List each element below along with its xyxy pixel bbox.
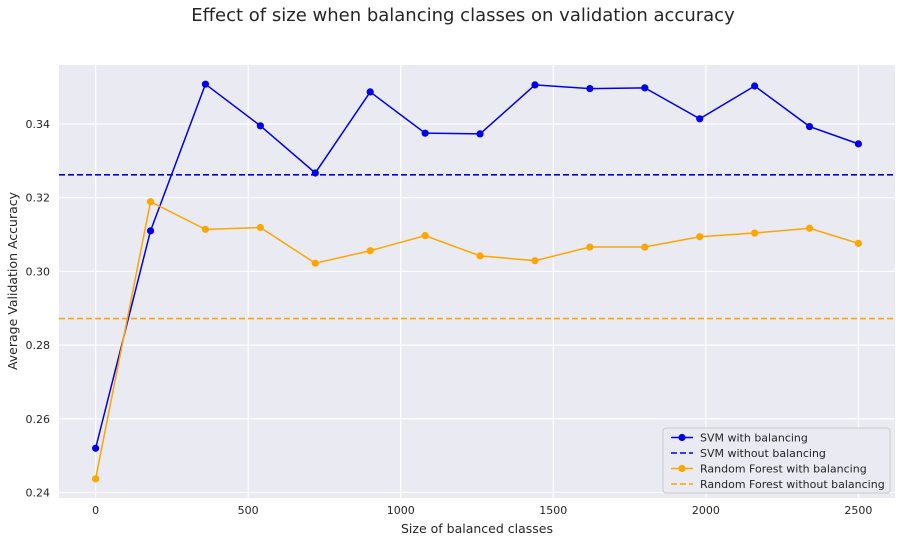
data-point-2 [311, 259, 319, 267]
plot-area [59, 65, 895, 498]
data-point-0 [256, 122, 264, 130]
data-point-2 [476, 252, 484, 260]
y-tick-label: 0.28 [26, 339, 51, 352]
data-point-2 [421, 232, 429, 240]
x-tick-label: 1500 [539, 504, 567, 517]
data-point-2 [531, 257, 539, 265]
data-point-2 [366, 247, 374, 255]
data-point-0 [531, 81, 539, 89]
legend-label: Random Forest with balancing [700, 463, 867, 476]
data-point-0 [805, 122, 814, 131]
legend: SVM with balancing SVM without balancing R… [662, 427, 891, 494]
data-point-0 [201, 80, 210, 88]
data-point-2 [641, 243, 649, 251]
data-point-2 [854, 239, 862, 247]
data-point-2 [586, 243, 594, 251]
x-tick-labels: 0 500 1000 1500 2000 2500 [92, 504, 872, 517]
chart-title: Effect of size when balancing classes on… [191, 5, 735, 26]
series-markers [92, 80, 862, 483]
data-point-0 [641, 84, 649, 92]
data-point-0 [751, 82, 759, 90]
y-tick-label: 0.34 [26, 118, 51, 131]
x-tick-label: 500 [238, 504, 259, 517]
x-tick-label: 0 [92, 504, 99, 517]
data-point-0 [92, 444, 100, 452]
x-tick-label: 2000 [692, 504, 720, 517]
data-point-0 [311, 169, 319, 177]
data-point-0 [476, 130, 484, 138]
data-point-0 [421, 129, 429, 137]
data-point-2 [805, 224, 814, 232]
legend-marker [678, 433, 686, 442]
legend-label: SVM with balancing [700, 432, 808, 445]
x-axis-label: Size of balanced classes [401, 521, 553, 536]
y-axis-label: Average Validation Accuracy [5, 191, 20, 370]
data-point-0 [366, 88, 374, 96]
data-point-2 [751, 229, 759, 237]
legend-frame [662, 427, 891, 494]
x-tick-label: 1000 [387, 504, 415, 517]
data-point-2 [696, 233, 704, 241]
legend-marker [678, 464, 686, 473]
y-tick-label: 0.24 [26, 486, 51, 499]
legend-label: SVM without balancing [700, 447, 826, 460]
y-tick-label: 0.30 [26, 265, 51, 278]
y-tick-label: 0.26 [26, 413, 51, 426]
x-tick-label: 2500 [844, 504, 872, 517]
data-point-0 [146, 227, 155, 235]
data-point-0 [586, 84, 594, 93]
legend-label: Random Forest without balancing [700, 478, 885, 491]
data-point-2 [146, 198, 155, 206]
data-point-2 [256, 223, 264, 232]
data-point-0 [854, 140, 862, 148]
data-point-2 [201, 225, 210, 233]
y-tick-label: 0.32 [26, 192, 51, 205]
data-point-0 [696, 115, 704, 123]
y-tick-labels: 0.24 0.26 0.28 0.30 0.32 0.34 [26, 118, 51, 500]
data-point-2 [92, 475, 100, 483]
